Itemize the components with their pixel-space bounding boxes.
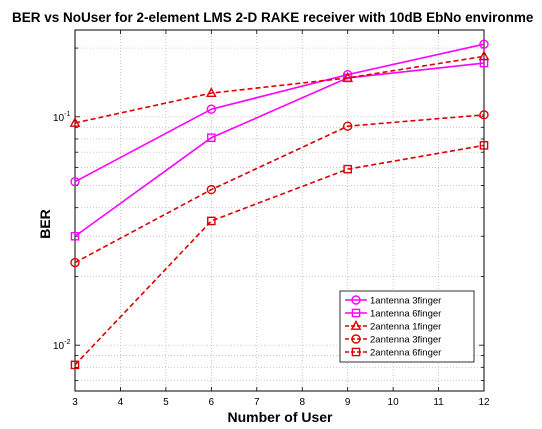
legend-marker (351, 308, 361, 318)
data-point (342, 71, 354, 82)
data-point (479, 39, 489, 49)
legend-entry: 1antenna 3finger (345, 295, 441, 307)
legend-entry: 2antenna 3finger (345, 334, 441, 346)
data-point (479, 141, 489, 150)
legend-marker (351, 347, 361, 357)
data-point (70, 257, 80, 268)
y-tick-label: 10-1 (53, 111, 70, 124)
series-line (74, 114, 485, 264)
legend-label: 2antenna 3finger (370, 335, 441, 346)
legend-marker (351, 334, 361, 344)
series-line (74, 43, 485, 183)
data-point (205, 87, 217, 98)
x-tick-label: 3 (72, 397, 78, 408)
y-tick-label: 10-2 (53, 339, 70, 352)
data-point (206, 184, 217, 195)
data-point (343, 164, 352, 174)
x-tick-label: 4 (118, 397, 124, 408)
series-1 (70, 39, 489, 187)
y-axis-label: BER (37, 209, 53, 239)
legend-marker (350, 320, 362, 330)
legend-entry: 2antenna 1finger (345, 320, 441, 333)
series-4 (70, 110, 489, 268)
legend: 1antenna 3finger 1antenna 6finger 2antenna… (339, 290, 475, 363)
series-line (74, 62, 485, 237)
plot-frame (74, 29, 485, 392)
legend-label: 2antenna 6finger (370, 348, 441, 359)
x-tick-label: 11 (433, 397, 444, 408)
series-layer (69, 39, 490, 370)
series-5 (70, 141, 489, 370)
x-tick-label: 6 (209, 397, 215, 408)
x-tick-label: 5 (163, 397, 169, 408)
data-point (70, 231, 80, 241)
legend-entry: 1antenna 6finger (345, 309, 441, 320)
x-axis-label: Number of User (227, 409, 333, 425)
grid (74, 30, 485, 391)
data-point (70, 360, 80, 370)
data-point (69, 116, 81, 127)
x-tick-label: 8 (299, 397, 305, 408)
x-tick-label: 7 (254, 397, 260, 408)
legend-label: 2antenna 1finger (370, 322, 441, 333)
data-point (207, 133, 216, 143)
data-point (342, 121, 353, 131)
legend-marker (351, 295, 361, 305)
x-tick-label: 9 (345, 397, 351, 408)
legend-box (339, 290, 475, 363)
x-tick-label: 12 (478, 397, 490, 408)
legend-label: 1antenna 3finger (370, 296, 441, 307)
legend-entry: 2antenna 6finger (345, 348, 441, 359)
data-point (206, 104, 217, 114)
data-point (70, 176, 80, 187)
axis-ticks: 3 4 5 6 7 8 9 10 11 12 10-2 10-1 (53, 30, 490, 408)
x-tick-label: 10 (388, 397, 400, 408)
data-point (478, 50, 490, 61)
series-3 (69, 50, 490, 127)
legend-label: 1antenna 6finger (370, 309, 441, 320)
chart-title: BER vs NoUser for 2-element LMS 2-D RAKE… (12, 10, 534, 25)
data-point (207, 216, 216, 226)
data-point (479, 110, 489, 120)
series-line (74, 144, 485, 366)
series-line (74, 55, 485, 124)
